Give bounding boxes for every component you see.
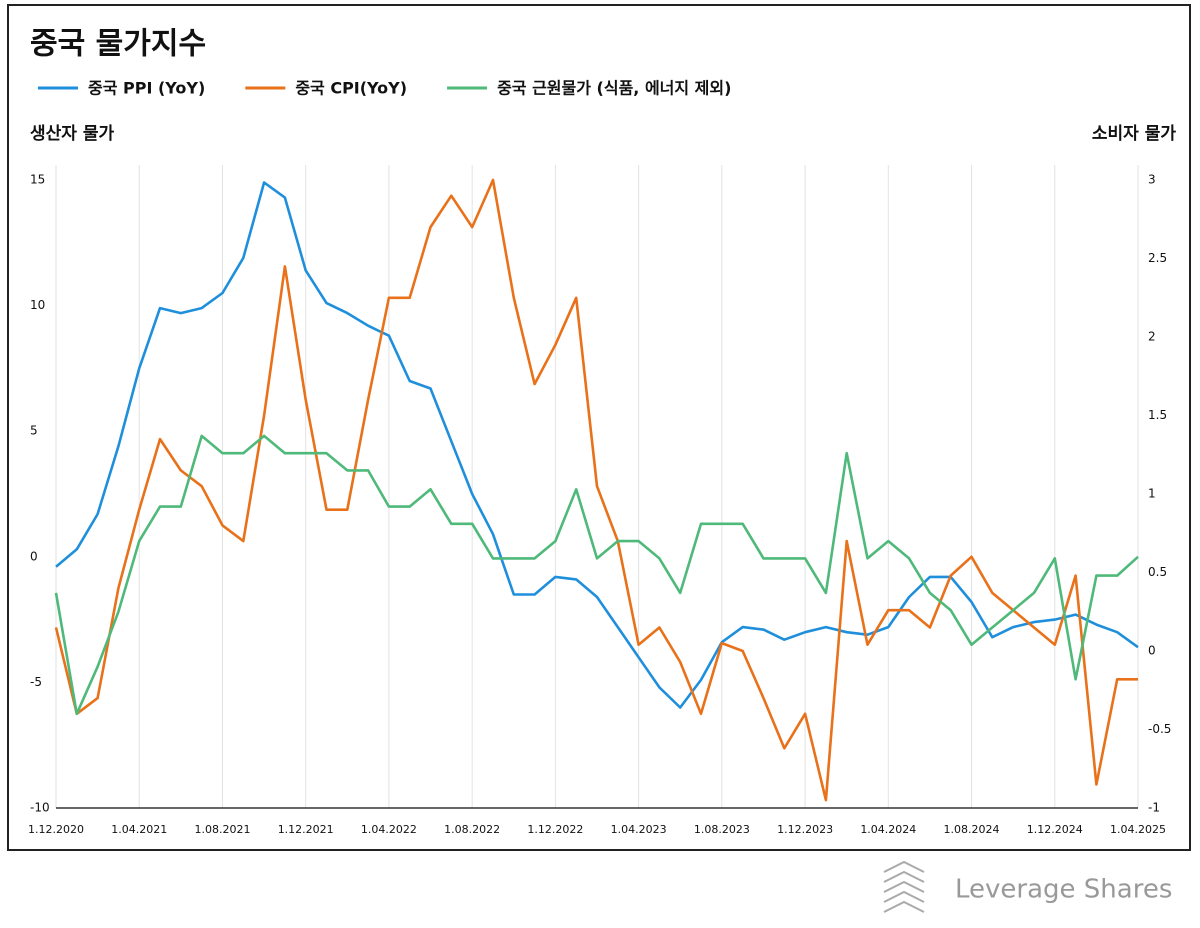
y-axis-label: 생산자 물가: [30, 124, 114, 144]
x-tick-label: 1.08.2024: [944, 823, 1000, 836]
y2-tick-label: 1.5: [1148, 408, 1167, 422]
x-tick-label: 1.12.2023: [777, 823, 833, 836]
x-tick-label: 1.08.2022: [444, 823, 500, 836]
x-tick-label: 1.04.2023: [611, 823, 667, 836]
y2-tick-label: 0: [1148, 644, 1156, 658]
y-tick-label: 15: [30, 173, 45, 187]
x-tick-label: 1.12.2021: [278, 823, 334, 836]
y-tick-label: 5: [30, 424, 38, 438]
y2-tick-label: -1: [1148, 801, 1160, 815]
frame: [7, 4, 1191, 851]
y-tick-label: -10: [30, 801, 50, 815]
x-tick-label: 1.12.2024: [1027, 823, 1083, 836]
legend-label: 중국 근원물가 (식품, 에너지 제외): [497, 79, 731, 98]
legend-label: 중국 CPI(YoY): [295, 79, 407, 98]
x-tick-label: 1.08.2021: [194, 823, 250, 836]
series-line: [54, 178, 1138, 802]
y2-tick-label: 0.5: [1148, 565, 1167, 579]
series-line: [54, 434, 1139, 716]
y-tick-label: 0: [30, 549, 38, 563]
x-tick-label: 1.12.2022: [527, 823, 583, 836]
y2-tick-label: 3: [1148, 173, 1156, 187]
y-tick-label: -5: [30, 675, 42, 689]
y2-tick-label: 1: [1148, 487, 1156, 501]
legend-label: 중국 PPI (YoY): [88, 79, 205, 98]
x-tick-label: 1.08.2023: [694, 823, 750, 836]
x-tick-label: 1.12.2020: [28, 823, 84, 836]
series-line: [55, 181, 1139, 709]
logo-text: Leverage Shares: [955, 875, 1172, 905]
y-tick-label: 10: [30, 298, 45, 312]
y2-tick-label: -0.5: [1148, 722, 1171, 736]
x-tick-label: 1.04.2024: [860, 823, 916, 836]
y2-axis-label: 소비자 물가: [1092, 124, 1176, 144]
chart-title: 중국 물가지수: [30, 27, 206, 62]
y2-tick-label: 2.5: [1148, 251, 1167, 265]
y2-tick-label: 2: [1148, 330, 1156, 344]
x-tick-label: 1.04.2025: [1110, 823, 1166, 836]
x-tick-label: 1.04.2021: [111, 823, 167, 836]
x-tick-label: 1.04.2022: [361, 823, 417, 836]
logo-icon: [883, 860, 925, 913]
